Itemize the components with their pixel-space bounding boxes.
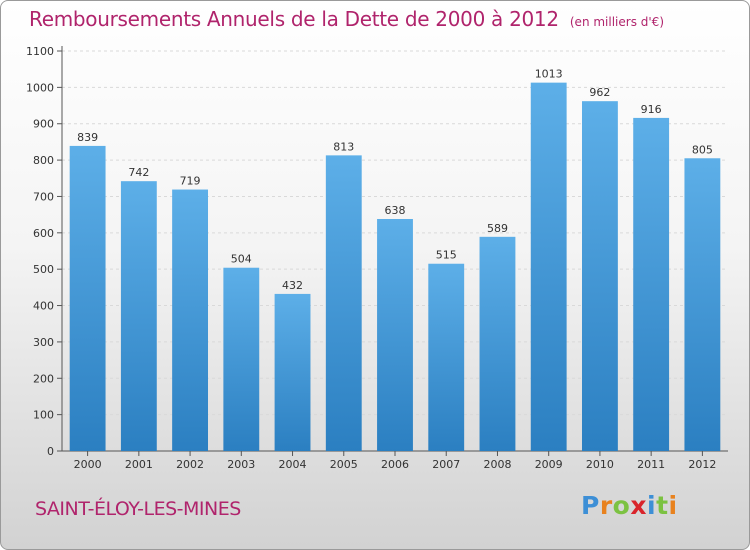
logo-letter: o xyxy=(612,491,631,520)
bar xyxy=(274,293,311,451)
title-block: Remboursements Annuels de la Dette de 20… xyxy=(29,7,664,31)
bar xyxy=(325,155,362,451)
x-tick-label: 2007 xyxy=(432,458,460,471)
x-tick-label: 2006 xyxy=(381,458,409,471)
data-labels: 839 742 719 504 432 813 638 515 589 1013 962 916 805 xyxy=(77,68,713,292)
data-label: 916 xyxy=(641,103,662,116)
logo-letter: x xyxy=(630,491,647,520)
logo-letter: r xyxy=(599,491,613,520)
x-tick-label: 2011 xyxy=(637,458,665,471)
x-tick-label: 2003 xyxy=(227,458,255,471)
y-tick-label: 0 xyxy=(47,445,54,458)
y-tick-label: 1100 xyxy=(26,45,54,58)
x-tick-label: 2004 xyxy=(279,458,307,471)
logo-letter: i xyxy=(647,491,657,520)
bar xyxy=(633,117,670,451)
data-label: 504 xyxy=(231,253,252,266)
y-tick-label: 500 xyxy=(33,263,54,276)
logo-letter: P xyxy=(581,491,600,520)
bar xyxy=(377,219,413,451)
logo-letter: i xyxy=(668,491,678,520)
data-label: 515 xyxy=(436,249,457,262)
data-label: 962 xyxy=(589,86,610,99)
x-tick-labels: 2000 2001 2002 2003 2004 2005 2006 2007 2008 2009… xyxy=(74,458,717,471)
place-name: SAINT-ÉLOY-LES-MINES xyxy=(35,498,241,520)
bar xyxy=(479,236,516,451)
y-tick-label: 100 xyxy=(33,409,54,422)
x-tick-label: 2008 xyxy=(483,458,511,471)
x-tick-label: 2010 xyxy=(586,458,614,471)
x-tick-label: 2005 xyxy=(330,458,358,471)
bar xyxy=(223,267,260,451)
bars xyxy=(69,82,721,452)
x-tick-label: 2000 xyxy=(74,458,102,471)
y-tick-label: 400 xyxy=(33,300,54,313)
data-label: 589 xyxy=(487,222,508,235)
y-tick-label: 600 xyxy=(33,227,54,240)
bar xyxy=(120,181,157,451)
x-tick-label: 2002 xyxy=(176,458,204,471)
logo-letter: t xyxy=(656,491,669,520)
y-tick-label: 800 xyxy=(33,154,54,167)
bar xyxy=(172,189,209,451)
bar xyxy=(69,145,106,451)
x-tick-label: 2001 xyxy=(125,458,153,471)
y-tick-labels: 0 100 200 300 400 500 600 700 800 900 1000 1100 xyxy=(26,45,54,458)
data-label: 839 xyxy=(77,131,98,144)
bar xyxy=(581,101,618,451)
x-tick-label: 2009 xyxy=(535,458,563,471)
data-label: 813 xyxy=(333,140,354,153)
y-tick-label: 1000 xyxy=(26,81,54,94)
y-tick-label: 300 xyxy=(33,336,54,349)
bar xyxy=(428,263,465,451)
x-tick-label: 2012 xyxy=(688,458,716,471)
data-label: 1013 xyxy=(535,68,563,81)
y-tick-label: 900 xyxy=(33,118,54,131)
y-tick-label: 200 xyxy=(33,372,54,385)
bar xyxy=(684,158,721,452)
data-label: 719 xyxy=(180,175,201,188)
data-label: 742 xyxy=(128,166,149,179)
y-tick-label: 700 xyxy=(33,190,54,203)
chart-subtitle: (en milliers d'€) xyxy=(569,15,664,29)
data-label: 805 xyxy=(692,143,713,156)
data-label: 432 xyxy=(282,279,303,292)
chart-title: Remboursements Annuels de la Dette de 20… xyxy=(29,7,559,31)
data-label: 638 xyxy=(385,204,406,217)
proxiti-logo: Proxiti xyxy=(581,491,678,520)
bar xyxy=(530,82,567,452)
